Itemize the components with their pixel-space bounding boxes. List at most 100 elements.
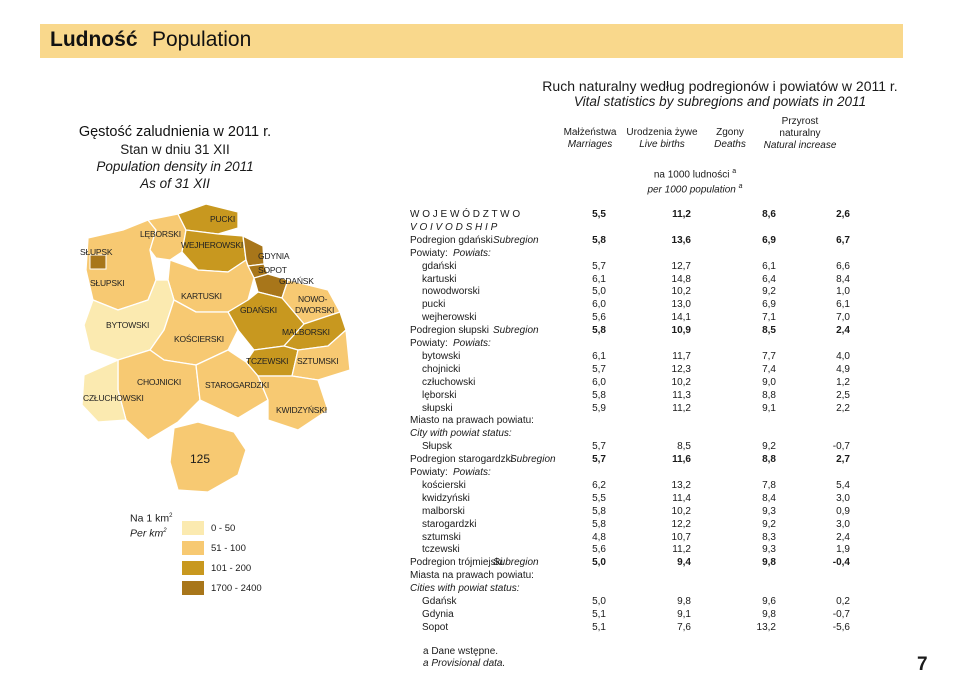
row-value: 12,7	[671, 260, 691, 272]
map-label-malborski: MALBORSKI	[282, 327, 330, 337]
row-value: 7,8	[762, 479, 776, 491]
table-row: Powiaty: Powiats:	[410, 466, 960, 479]
page-title-pl: Ludność	[50, 28, 138, 51]
table-row: lęborski 5,8 11,3 8,8 2,5	[410, 389, 960, 402]
row-label: Słupsk	[422, 441, 453, 453]
row-label-en: Powiats:	[453, 247, 491, 259]
row-value: 11,2	[672, 402, 691, 414]
row-value: -0,7	[832, 441, 850, 453]
row-label: Powiaty:	[410, 467, 448, 478]
row-value: 13,6	[671, 234, 691, 246]
map-label-nowodworski-1: NOWO-	[298, 294, 328, 304]
legend-label-1: 0 - 50	[211, 523, 236, 534]
map-label-chojnicki: CHOJNICKI	[137, 377, 182, 387]
row-value: 0,9	[836, 505, 850, 517]
row-label: kwidzyński	[422, 492, 470, 504]
row-value: 9,8	[677, 596, 691, 607]
row-value: 7,0	[836, 312, 850, 324]
footnote-pl: a Dane wstępne.	[423, 646, 499, 657]
table-row: Cities with powiat status:	[410, 582, 960, 595]
row-value: 14,1	[671, 312, 691, 324]
row-value: 10,2	[671, 286, 691, 298]
row-value: 4,8	[592, 531, 606, 543]
row-label: Miasto na prawach powiatu:	[410, 415, 534, 427]
row-value: 7,7	[762, 350, 776, 362]
inset-trojmiasto	[169, 421, 247, 493]
row-value: 6,9	[762, 234, 776, 246]
row-label-en: Subregion	[493, 557, 539, 569]
table-row: Podregion gdański Subregion 5,8 13,6 6,9 6,7	[410, 234, 960, 247]
table-title-pl: Ruch naturalny według podregionów i powi…	[542, 78, 898, 94]
row-value: 2,5	[836, 389, 850, 401]
row-label: gdański	[422, 260, 457, 272]
row-label-en: Powiats:	[453, 338, 491, 349]
row-label: lęborski	[422, 389, 457, 401]
row-value: 5,8	[592, 325, 606, 337]
region-kwidzynski	[257, 375, 329, 431]
footnote: a Dane wstępne. a Provisional data.	[423, 646, 505, 670]
page-number: 7	[917, 654, 928, 675]
row-value: 2,7	[836, 454, 850, 466]
table-title-en: Vital statistics by subregions and powia…	[573, 94, 867, 109]
table-row: gdański 5,7 12,7 6,1 6,6	[410, 260, 960, 273]
row-value: 5,8	[592, 518, 606, 530]
row-value: 5,9	[592, 402, 606, 414]
row-value: 11,2	[672, 544, 691, 556]
row-value: 6,0	[592, 299, 606, 311]
table-row: Podregion trójmiejski Subregion 5,0 9,4 9,8 -…	[410, 556, 960, 569]
table-row: pucki 6,0 13,0 6,9 6,1	[410, 298, 960, 311]
row-value: 5,8	[592, 505, 606, 517]
row-value: 9,4	[677, 557, 691, 569]
row-value: 5,1	[592, 608, 606, 620]
table-row: Słupsk 5,7 8,5 9,2 -0,7	[410, 440, 960, 453]
legend-label-4: 1700 - 2400	[211, 583, 262, 594]
map-label-starogardzki: STAROGARDZKI	[205, 380, 270, 390]
row-label: V O I V O D S H I P	[410, 221, 498, 233]
row-label: Podregion słupski	[410, 325, 489, 337]
row-value: 13,2	[756, 621, 776, 633]
row-value: 12,3	[671, 363, 691, 375]
row-label-en: Powiats:	[453, 467, 491, 478]
row-value: 5,7	[592, 260, 606, 272]
map-title-line4: As of 31 XII	[140, 176, 210, 191]
row-value: 6,1	[762, 260, 776, 272]
row-value: 9,2	[762, 441, 776, 453]
row-label: tczewski	[422, 544, 460, 556]
row-label: Podregion trójmiejski	[410, 557, 503, 569]
map-label-gdanski: GDAŃSKI	[240, 305, 277, 315]
row-label: nowodworski	[422, 286, 480, 298]
table-row: kwidzyński 5,5 11,4 8,4 3,0	[410, 492, 960, 505]
row-value: 0,2	[836, 596, 850, 607]
row-value: 9,3	[762, 544, 776, 556]
row-value: 9,2	[762, 518, 776, 530]
row-label-en: Subregion	[493, 234, 539, 246]
row-value: 9,1	[677, 608, 691, 620]
row-value: 9,6	[762, 596, 776, 607]
row-label: City with powiat status:	[410, 428, 512, 440]
row-value: 1,2	[836, 376, 850, 388]
row-value: 5,7	[592, 441, 606, 453]
table-row: Powiaty: Powiats:	[410, 247, 960, 260]
map-label-kwidzynski: KWIDZYŃSKI	[276, 405, 327, 415]
inset-value: 125	[190, 452, 211, 466]
table-row: kartuski 6,1 14,8 6,4 8,4	[410, 273, 960, 286]
row-label: kartuski	[422, 273, 457, 285]
row-value: 2,4	[836, 531, 850, 543]
table-row: nowodworski 5,0 10,2 9,2 1,0	[410, 285, 960, 298]
map-label-leborski: LĘBORSKI	[140, 229, 181, 239]
row-value: 9,1	[762, 402, 776, 414]
row-value: 3,0	[836, 492, 850, 504]
row-label: Sopot	[422, 621, 449, 633]
row-label: kościerski	[422, 479, 466, 491]
row-value: -0,7	[832, 608, 850, 620]
row-value: 8,5	[762, 325, 776, 337]
row-label: malborski	[422, 505, 465, 517]
col-header-deaths: Zgony Deaths	[714, 127, 746, 150]
row-label: pucki	[422, 299, 446, 311]
row-label: Podregion starogardzki	[410, 454, 513, 466]
row-value: 6,1	[592, 350, 606, 362]
map-label-wejherowski: WEJHEROWSKI	[181, 240, 244, 250]
map-label-bytowski: BYTOWSKI	[106, 320, 150, 330]
row-value: 9,8	[762, 557, 776, 569]
row-value: 5,5	[592, 492, 606, 504]
